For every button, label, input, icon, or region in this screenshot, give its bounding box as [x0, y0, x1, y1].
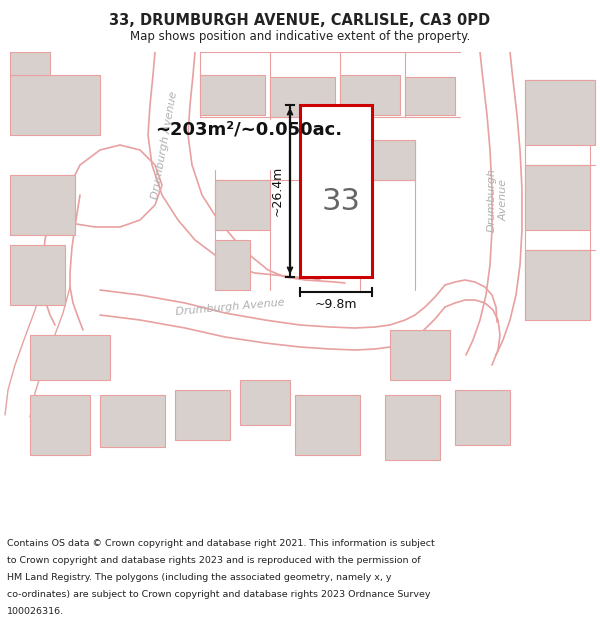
- Polygon shape: [10, 245, 65, 305]
- Polygon shape: [455, 390, 510, 445]
- Polygon shape: [10, 175, 75, 235]
- Text: to Crown copyright and database rights 2023 and is reproduced with the permissio: to Crown copyright and database rights 2…: [7, 556, 421, 566]
- Polygon shape: [240, 380, 290, 425]
- Text: HM Land Registry. The polygons (including the associated geometry, namely x, y: HM Land Registry. The polygons (includin…: [7, 573, 392, 582]
- Polygon shape: [215, 240, 250, 290]
- Polygon shape: [340, 75, 400, 115]
- Polygon shape: [525, 250, 590, 320]
- Text: 100026316.: 100026316.: [7, 607, 64, 616]
- Text: Drumburgh Avenue: Drumburgh Avenue: [175, 298, 285, 317]
- Polygon shape: [30, 335, 110, 380]
- Polygon shape: [175, 390, 230, 440]
- Polygon shape: [405, 77, 455, 115]
- Text: ~203m²/~0.050ac.: ~203m²/~0.050ac.: [155, 120, 342, 138]
- Polygon shape: [10, 52, 50, 75]
- Polygon shape: [100, 395, 165, 447]
- Text: Contains OS data © Crown copyright and database right 2021. This information is : Contains OS data © Crown copyright and d…: [7, 539, 435, 549]
- Polygon shape: [30, 395, 90, 455]
- Bar: [300, 105, 372, 277]
- Polygon shape: [215, 180, 270, 230]
- Text: 33, DRUMBURGH AVENUE, CARLISLE, CA3 0PD: 33, DRUMBURGH AVENUE, CARLISLE, CA3 0PD: [109, 13, 491, 28]
- Polygon shape: [525, 165, 590, 230]
- Polygon shape: [315, 135, 360, 180]
- Text: ~9.8m: ~9.8m: [315, 298, 357, 311]
- Polygon shape: [10, 75, 100, 135]
- Polygon shape: [525, 80, 595, 145]
- Text: Drumburgh Avenue: Drumburgh Avenue: [151, 90, 179, 200]
- Text: ~26.4m: ~26.4m: [271, 166, 284, 216]
- Polygon shape: [295, 395, 360, 455]
- Text: co-ordinates) are subject to Crown copyright and database rights 2023 Ordnance S: co-ordinates) are subject to Crown copyr…: [7, 590, 431, 599]
- Polygon shape: [370, 140, 415, 180]
- Polygon shape: [270, 77, 335, 117]
- Text: 33: 33: [322, 186, 361, 216]
- Polygon shape: [200, 75, 265, 115]
- Polygon shape: [390, 330, 450, 380]
- Text: Drumburgh
Avenue: Drumburgh Avenue: [487, 168, 509, 232]
- Polygon shape: [385, 395, 440, 460]
- Text: Map shows position and indicative extent of the property.: Map shows position and indicative extent…: [130, 29, 470, 42]
